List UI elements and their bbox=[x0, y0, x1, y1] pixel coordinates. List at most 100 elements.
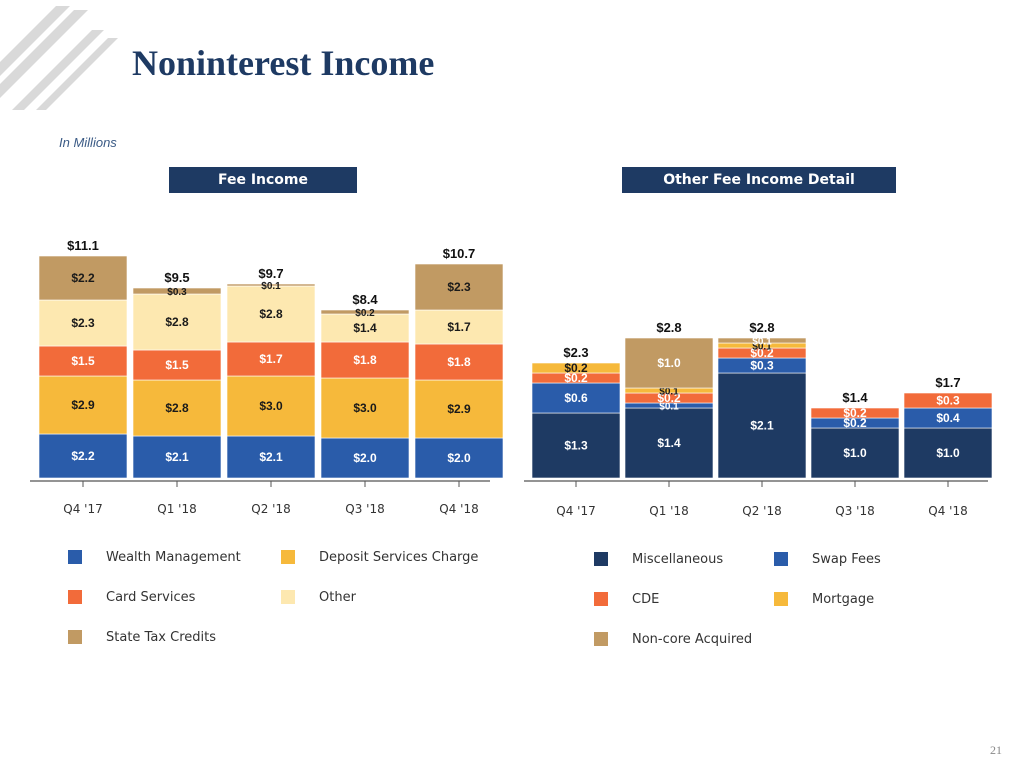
data-label: $2.9 bbox=[71, 398, 95, 412]
data-label: $1.0 bbox=[936, 446, 960, 460]
bar-segment-swap-fees bbox=[531, 382, 621, 414]
x-tick-label: Q4 '17 bbox=[63, 502, 102, 516]
bar-segment-state-tax-credits bbox=[38, 255, 128, 301]
data-label: $0.2 bbox=[657, 391, 681, 405]
bar-segment-card-services bbox=[320, 341, 410, 379]
data-label: $0.6 bbox=[564, 391, 588, 405]
legend-item-non-core-acquired: Non-core Acquired bbox=[594, 630, 752, 648]
legend-label: Swap Fees bbox=[812, 551, 881, 567]
legend-item-other: Other bbox=[281, 588, 356, 606]
legend-swatch bbox=[68, 590, 82, 604]
legend-label: Miscellaneous bbox=[632, 551, 724, 567]
x-tick-label: Q4 '17 bbox=[556, 504, 595, 518]
data-label: $2.3 bbox=[447, 280, 471, 294]
data-label: $3.0 bbox=[259, 399, 283, 413]
legend-swatch bbox=[774, 592, 788, 606]
data-label: $0.1 bbox=[261, 281, 281, 292]
total-label: $9.5 bbox=[164, 270, 189, 285]
data-label: $2.2 bbox=[71, 271, 95, 285]
data-label: $1.5 bbox=[165, 358, 189, 372]
data-label: $0.3 bbox=[750, 359, 774, 373]
bar-segment-mortgage bbox=[531, 362, 621, 374]
data-label: $1.0 bbox=[657, 356, 681, 370]
bar-segment-card-services bbox=[132, 349, 222, 381]
data-label: $2.1 bbox=[259, 450, 283, 464]
total-label: $2.8 bbox=[656, 320, 681, 335]
data-label: $0.1 bbox=[752, 342, 772, 353]
data-label: $1.4 bbox=[657, 436, 681, 450]
bar-segment-wealth-management bbox=[320, 437, 410, 479]
bar-segment-state-tax-credits bbox=[132, 287, 222, 295]
bar-segment-miscellaneous bbox=[717, 372, 807, 479]
bar-segment-deposit-services-charge bbox=[132, 379, 222, 437]
data-label: $0.4 bbox=[936, 411, 960, 425]
page-number: 21 bbox=[990, 743, 1002, 757]
legend-item-deposit-services-charge: Deposit Services Charge bbox=[281, 548, 478, 566]
total-label: $10.7 bbox=[443, 246, 476, 261]
data-label: $2.8 bbox=[165, 401, 189, 415]
data-label: $0.3 bbox=[167, 287, 187, 298]
logo bbox=[0, 6, 118, 110]
data-label: $2.0 bbox=[353, 451, 377, 465]
bar-segment-non-core-acquired bbox=[624, 337, 714, 389]
legend-item-state-tax-credits: State Tax Credits bbox=[68, 628, 216, 646]
units-subtitle: In Millions bbox=[59, 135, 117, 150]
bar-segment-state-tax-credits bbox=[226, 283, 316, 287]
bar-segment-card-services bbox=[414, 343, 504, 381]
legend-swatch bbox=[281, 590, 295, 604]
bar-segment-deposit-services-charge bbox=[320, 377, 410, 439]
bar-segment-miscellaneous bbox=[810, 427, 900, 479]
bar-segment-other bbox=[414, 309, 504, 345]
fee-income-header: Fee Income bbox=[169, 167, 357, 193]
legend-swatch bbox=[594, 632, 608, 646]
legend-item-swap-fees: Swap Fees bbox=[774, 550, 881, 568]
legend-swatch bbox=[68, 630, 82, 644]
x-tick-label: Q1 '18 bbox=[157, 502, 196, 516]
bar-segment-other bbox=[132, 293, 222, 351]
data-label: $3.0 bbox=[353, 401, 377, 415]
bar-segment-state-tax-credits bbox=[414, 263, 504, 311]
total-label: $11.1 bbox=[67, 238, 99, 253]
page-title: Noninterest Income bbox=[132, 43, 435, 83]
x-tick-label: Q2 '18 bbox=[251, 502, 290, 516]
bar-segment-wealth-management bbox=[132, 435, 222, 479]
x-tick-label: Q2 '18 bbox=[742, 504, 781, 518]
legend-label: Other bbox=[319, 589, 356, 605]
data-label: $0.1 bbox=[659, 402, 679, 413]
legend-item-mortgage: Mortgage bbox=[774, 590, 874, 608]
bar-segment-state-tax-credits bbox=[320, 309, 410, 315]
logo-stripe bbox=[0, 6, 70, 76]
legend-item-miscellaneous: Miscellaneous bbox=[594, 550, 723, 568]
data-label: $1.4 bbox=[353, 321, 377, 335]
data-label: $0.2 bbox=[564, 371, 588, 385]
logo-mark bbox=[0, 6, 118, 110]
bar-segment-deposit-services-charge bbox=[226, 375, 316, 437]
data-label: $2.8 bbox=[165, 315, 189, 329]
data-label: $0.2 bbox=[564, 361, 588, 375]
bar-segment-cde bbox=[903, 392, 993, 409]
data-label: $0.1 bbox=[659, 387, 679, 398]
data-label: $1.8 bbox=[447, 355, 471, 369]
total-label: $1.4 bbox=[842, 390, 868, 405]
legend-label: Deposit Services Charge bbox=[319, 549, 479, 565]
x-tick-label: Q4 '18 bbox=[928, 504, 967, 518]
legend-item-wealth-management: Wealth Management bbox=[68, 548, 241, 566]
legend-swatch bbox=[774, 552, 788, 566]
data-label: $0.2 bbox=[843, 416, 867, 430]
data-label: $1.0 bbox=[843, 446, 867, 460]
legend-label: Wealth Management bbox=[106, 549, 241, 565]
bar-segment-other bbox=[226, 285, 316, 343]
data-label: $2.1 bbox=[165, 450, 189, 464]
other-fee-income-detail-chart: $1.3$0.6$0.2$0.2$2.3Q4 '17$1.4$0.1$0.2$0… bbox=[524, 320, 993, 518]
total-label: $1.7 bbox=[935, 375, 960, 390]
data-label: $0.2 bbox=[355, 308, 375, 319]
bar-segment-other bbox=[320, 313, 410, 343]
legend-label: Card Services bbox=[106, 589, 196, 605]
legend-label: Mortgage bbox=[812, 591, 875, 607]
legend-swatch bbox=[281, 550, 295, 564]
logo-stripe bbox=[36, 38, 118, 110]
x-tick-label: Q3 '18 bbox=[345, 502, 384, 516]
total-label: $8.4 bbox=[352, 292, 378, 307]
logo-stripe bbox=[0, 10, 88, 98]
bar-segment-cde bbox=[810, 407, 900, 419]
